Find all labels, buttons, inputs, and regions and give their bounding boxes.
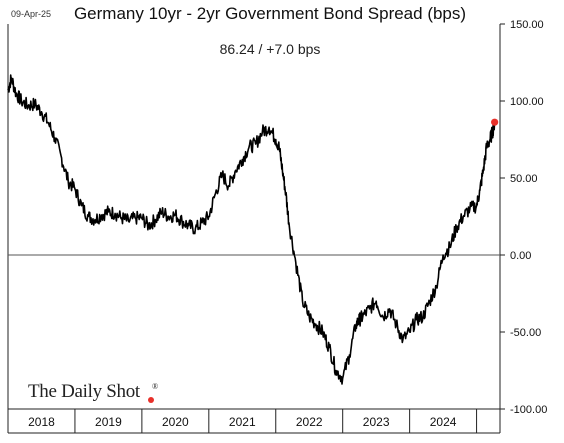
y-tick-label: 0.00 [510,250,531,262]
date-label: 09-Apr-25 [11,9,52,19]
watermark-dot [148,397,154,403]
x-tick-label: 2023 [363,415,390,429]
watermark-logo: The Daily Shot [28,381,140,402]
y-tick-label: 50.00 [510,173,538,185]
watermark-registered-mark: ® [152,382,159,391]
x-tick-label: 2021 [229,415,256,429]
chart-subtitle: 86.24 / +7.0 bps [219,41,321,57]
x-tick-label: 2024 [430,415,457,429]
last-value-marker [491,118,499,126]
y-tick-label: -50.00 [510,327,541,339]
plot-frame [7,24,501,434]
y-tick-label: 100.00 [510,96,544,108]
series-group [7,74,499,385]
x-axis: 2018 2019 2020 2021 2022 2023 2024 [28,409,478,433]
y-axis: 150.00 100.00 50.00 0.00 -50.00 -100.00 [500,19,547,416]
chart-title: Germany 10yr - 2yr Government Bond Sprea… [73,4,467,23]
x-tick-label: 2020 [162,415,189,429]
y-tick-label: -100.00 [510,404,547,416]
x-tick-label: 2019 [95,415,122,429]
spread-series-line [7,74,496,385]
x-tick-label: 2018 [28,415,55,429]
x-tick-label: 2022 [296,415,323,429]
y-tick-label: 150.00 [510,19,544,31]
